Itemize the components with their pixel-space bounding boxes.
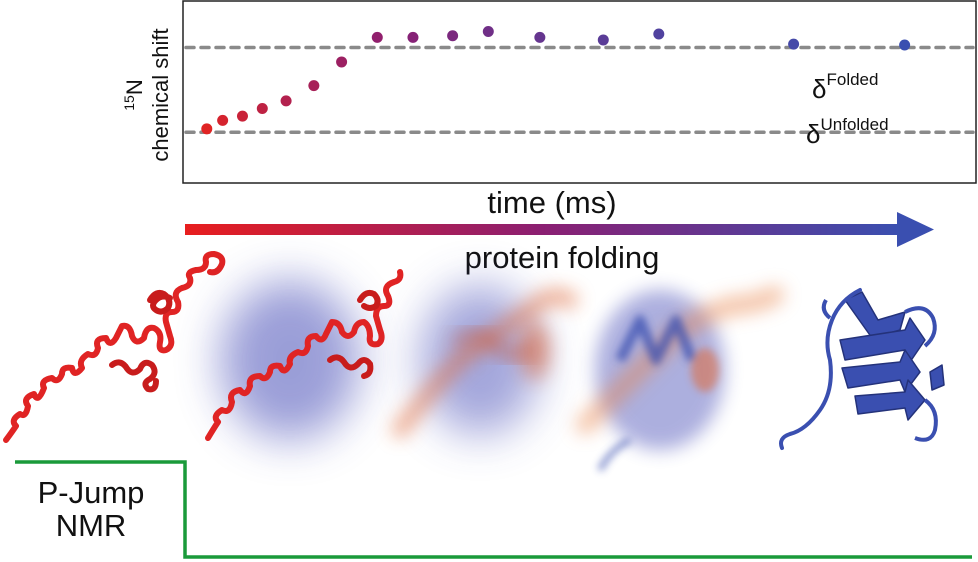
- pjump-nmr-label: P-Jump NMR: [16, 476, 166, 542]
- x-axis-label: time (ms): [487, 185, 616, 220]
- pjump-bracket: [15, 460, 972, 559]
- intermediate-protein-image-3: [576, 286, 784, 472]
- unfolded-protein-image: [3, 251, 226, 443]
- unfolded-reference-label: δUnfolded: [806, 115, 889, 149]
- svg-text:chemical shift: chemical shift: [148, 28, 173, 161]
- data-point: [217, 114, 229, 126]
- data-point: [407, 31, 419, 43]
- pjump-label-line1: P-Jump: [37, 475, 145, 510]
- data-points: [201, 25, 911, 135]
- y-axis-label: 15N chemical shift: [121, 28, 173, 161]
- data-point: [201, 123, 213, 135]
- data-point: [899, 39, 911, 51]
- pjump-label-line2: NMR: [55, 508, 127, 543]
- folded-reference-label: δFolded: [812, 70, 878, 104]
- data-point: [447, 30, 459, 42]
- folding-arrow-shaft: [185, 224, 899, 235]
- data-point: [236, 110, 248, 122]
- data-point: [788, 38, 800, 50]
- chart-frame: [182, 0, 977, 184]
- data-point: [371, 31, 383, 43]
- svg-text:15N: 15N: [121, 79, 147, 110]
- data-point: [482, 25, 494, 37]
- data-point: [308, 80, 320, 92]
- arrow-label: protein folding: [465, 240, 660, 275]
- folding-arrow-head: [897, 212, 934, 247]
- data-point: [534, 31, 546, 43]
- data-point: [256, 103, 268, 115]
- data-point: [653, 28, 665, 40]
- intermediate-protein-image-2: [392, 285, 578, 438]
- data-point: [280, 95, 292, 107]
- data-point: [597, 34, 609, 46]
- data-point: [336, 56, 348, 68]
- folded-protein-image: [779, 288, 945, 450]
- intermediate-protein-image-1: [205, 269, 404, 441]
